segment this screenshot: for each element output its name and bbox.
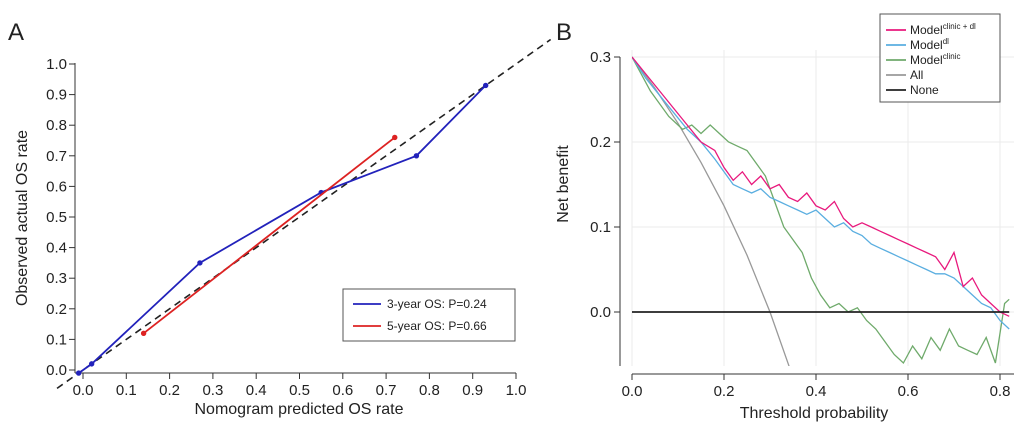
- y-tick-label: 0.9: [46, 87, 67, 104]
- series-line-2: [632, 56, 1010, 330]
- legend-box: [342, 288, 516, 342]
- legend-label-superscript: dl: [943, 37, 949, 46]
- y-tick-label: 0.3: [46, 270, 67, 287]
- ideal-calibration-line: [56, 38, 552, 390]
- x-tick-label: 0.6: [898, 383, 919, 400]
- series-point-1: [88, 361, 95, 367]
- legend-label: 3-year OS: P=0.24: [387, 297, 487, 311]
- legend-label-text: Model: [910, 23, 943, 37]
- panel-b-decision-curve: B 0.0 0.1 0.2 0.3 0.0 0.2 0.4 0.6 0.8 Threshold pr…: [555, 13, 1014, 422]
- y-tick-label: 0.4: [46, 240, 67, 257]
- x-tick-label: 0.0: [622, 383, 643, 400]
- legend-label: None: [910, 83, 939, 97]
- x-axis-label: Nomogram predicted OS rate: [195, 401, 404, 418]
- x-tick-label: 0.2: [714, 383, 735, 400]
- series-line-4: [632, 56, 790, 366]
- legend-label: Modelclinic + dl: [910, 22, 976, 37]
- panel-a-calibration-plot: A 0.0 0.1 0.2 0.3 0.4 0.5 0.6 0.7 0.8 0.9 1.0 0.0 0.1…: [8, 19, 552, 418]
- x-tick-label: 0.9: [462, 382, 483, 399]
- series-line-2: [143, 136, 396, 335]
- y-tick-label: 0.2: [590, 134, 611, 151]
- series-point-2: [392, 134, 398, 141]
- x-tick-label: 0.1: [116, 382, 137, 399]
- y-axis-label: Net benefit: [555, 145, 572, 223]
- legend-label-superscript: clinic + dl: [943, 22, 976, 31]
- legend-label: Modelclinic: [910, 52, 960, 67]
- series-group: [632, 56, 1010, 366]
- y-tick-label: 0.6: [46, 178, 67, 195]
- y-tick-label: 0.7: [46, 148, 67, 165]
- series-line-3: [632, 56, 1010, 365]
- legend-label-text: Model: [910, 38, 943, 52]
- x-axis-label: Threshold probability: [740, 405, 889, 422]
- x-tick-label: 0.8: [990, 383, 1011, 400]
- panel-label-b: B: [556, 19, 572, 46]
- y-tick-label: 0.8: [46, 117, 67, 134]
- series-point-1: [413, 153, 420, 159]
- legend-label-text: None: [910, 83, 939, 97]
- legend-box: [879, 13, 1001, 103]
- series-point-1: [482, 82, 489, 89]
- y-tick-label: 0.5: [46, 209, 67, 226]
- legend-label: 5-year OS: P=0.66: [387, 319, 487, 333]
- y-tick-label: 0.3: [590, 49, 611, 66]
- series-point-1: [197, 260, 203, 266]
- y-tick-label: 0.1: [590, 219, 611, 236]
- x-tick-label: 0.4: [806, 383, 827, 400]
- y-axis-label: Observed actual OS rate: [14, 130, 31, 306]
- x-tick-label: 0.3: [202, 382, 223, 399]
- series-point-2: [140, 330, 147, 336]
- x-tick-label: 0.4: [246, 382, 267, 399]
- legend-label-text: All: [910, 68, 923, 82]
- legend-label: Modeldl: [910, 37, 949, 52]
- y-tick-label: 1.0: [46, 56, 67, 73]
- x-tick-label: 0.8: [419, 382, 440, 399]
- panel-label-a: A: [8, 19, 24, 46]
- x-tick-label: 0.2: [159, 382, 180, 399]
- y-tick-label: 0.0: [46, 362, 67, 379]
- y-tick-label: 0.2: [46, 301, 67, 318]
- x-tick-label: 0.0: [73, 382, 94, 399]
- series-line-1: [632, 56, 1010, 317]
- y-tick-label: 0.1: [46, 331, 67, 348]
- legend-label: All: [910, 68, 923, 82]
- x-tick-label: 0.5: [289, 382, 310, 399]
- x-tick-label: 0.6: [332, 382, 353, 399]
- x-tick-label: 1.0: [506, 382, 527, 399]
- x-tick-label: 0.7: [376, 382, 397, 399]
- legend-label-superscript: clinic: [943, 52, 961, 61]
- series-point-1: [75, 370, 82, 376]
- y-tick-label: 0.0: [590, 304, 611, 321]
- legend-label-text: Model: [910, 53, 943, 67]
